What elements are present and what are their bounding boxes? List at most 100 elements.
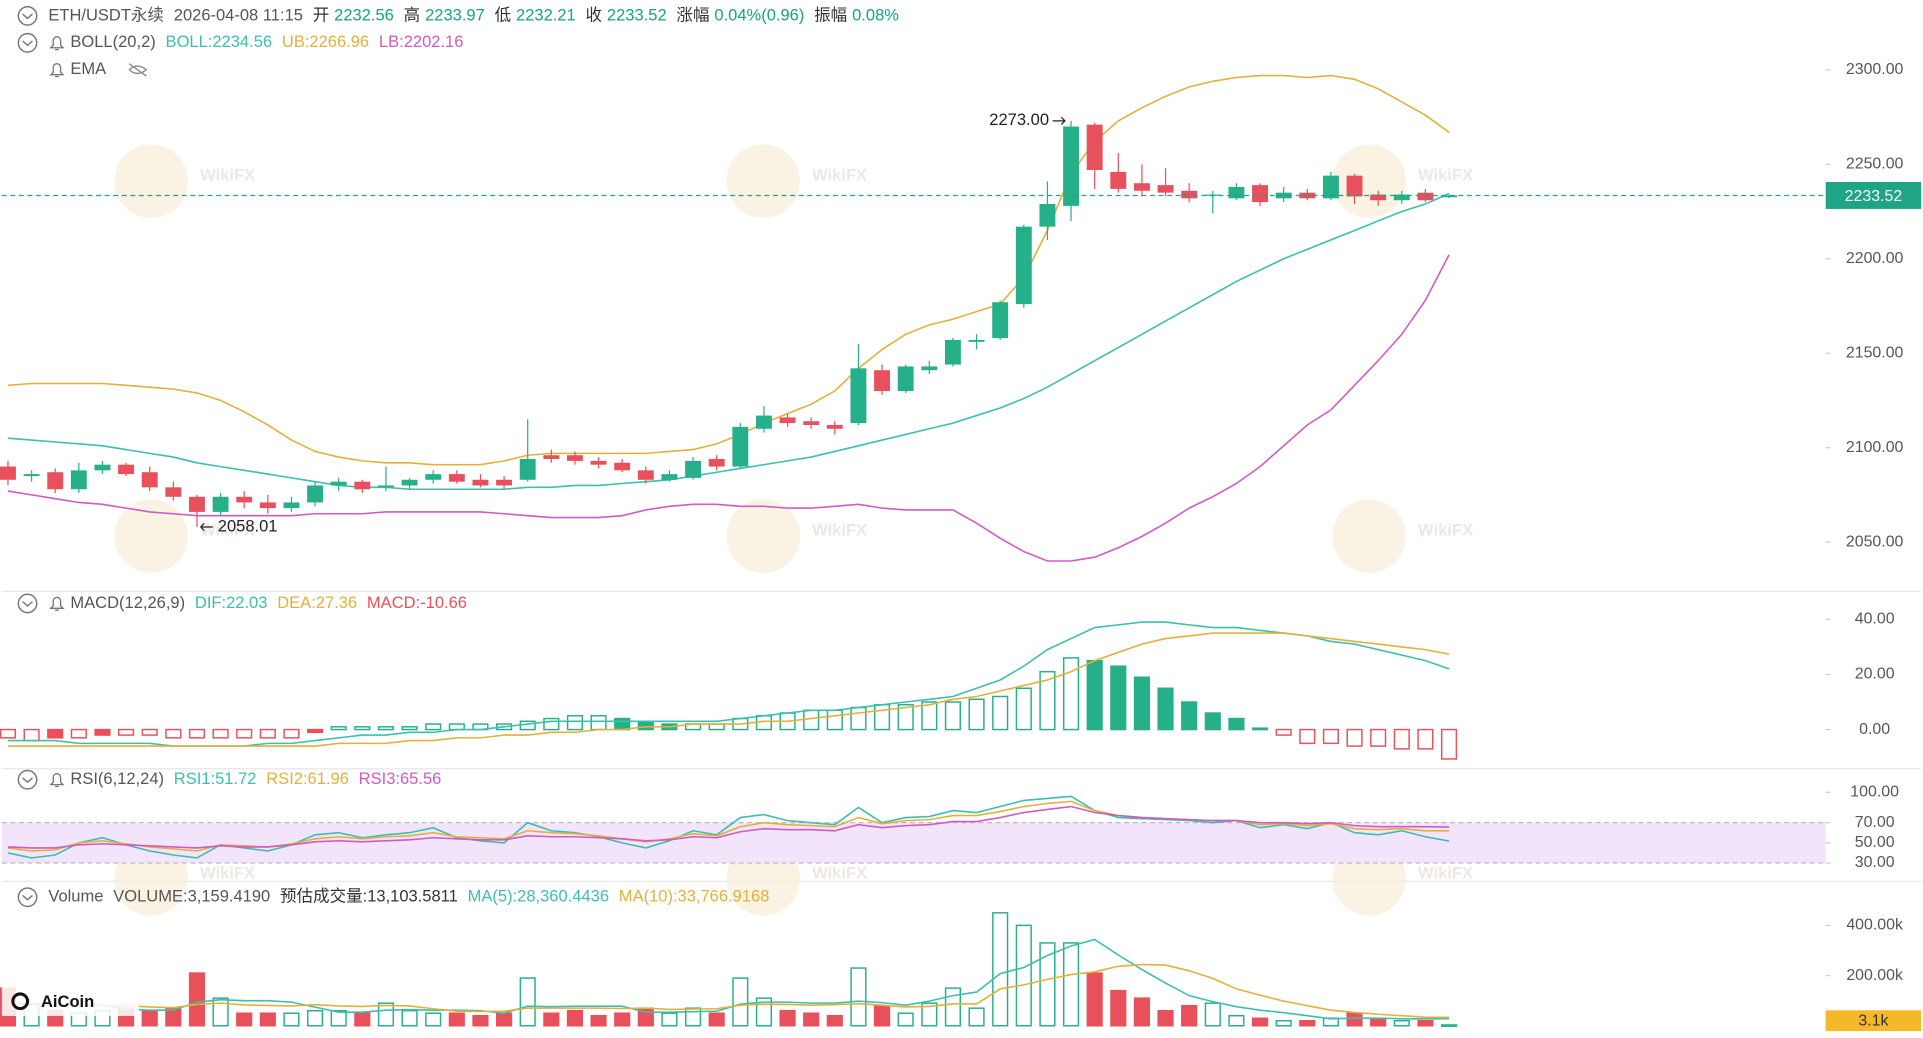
macd-bar xyxy=(590,715,607,731)
volume-bar xyxy=(377,1002,395,1027)
legend-item: RSI3:65.56 xyxy=(359,769,442,788)
macd-bar xyxy=(1086,659,1103,731)
volume-bar xyxy=(283,1012,300,1027)
legend-item: MACD:-10.66 xyxy=(367,593,467,612)
watermark-text: WikiFX xyxy=(1418,166,1473,185)
macd-bar xyxy=(944,701,962,731)
legend-item: LB:2202.16 xyxy=(379,32,463,51)
macd-bar xyxy=(826,709,843,731)
legend-item: 预估成交量:13,103.5811 xyxy=(280,887,458,906)
candle-body xyxy=(1441,195,1457,198)
candle-body xyxy=(897,366,914,391)
macd-bar xyxy=(1157,687,1174,731)
volume-bar xyxy=(661,1012,678,1027)
last-price-tag xyxy=(1825,181,1922,209)
collapse-icon xyxy=(17,5,38,26)
candle-body xyxy=(188,496,205,512)
candle-body xyxy=(1228,186,1245,199)
watermark-text: WikiFX xyxy=(1418,521,1473,540)
macd-bar xyxy=(306,728,324,734)
volume-bar xyxy=(590,1014,607,1027)
volume-bar xyxy=(1062,942,1080,1027)
legend-item: 收 xyxy=(586,5,603,24)
macd-bar xyxy=(1181,701,1198,731)
legend-item: Volume xyxy=(48,887,103,906)
candle-body xyxy=(212,496,229,512)
legend-item: 0.04%(0.96) xyxy=(714,5,804,24)
volume-bar xyxy=(236,1012,253,1027)
volume-bar xyxy=(543,1012,560,1027)
macd-bar xyxy=(1110,665,1127,731)
watermark-logo xyxy=(114,144,188,218)
candle-body xyxy=(614,462,631,471)
candle-body xyxy=(377,485,394,488)
volume-bar xyxy=(1110,989,1127,1027)
candle-body xyxy=(23,474,40,476)
legend-item: RSI1:51.72 xyxy=(174,769,257,788)
rsi-band xyxy=(1,822,1826,864)
legend-item: 2232.21 xyxy=(516,5,576,24)
macd-bar xyxy=(1299,728,1316,745)
macd-bar xyxy=(637,720,654,731)
volume-bar xyxy=(495,1012,513,1027)
collapse-icon xyxy=(22,40,33,47)
volume-bar xyxy=(873,1004,891,1027)
volume-bar xyxy=(425,1012,442,1027)
watermark-logo xyxy=(1332,144,1406,218)
watermark-text: WikiFX xyxy=(812,166,867,185)
y-tick-label: 2200.00 xyxy=(1846,250,1904,267)
macd-bar xyxy=(1417,728,1434,750)
legend-item: DIF:22.03 xyxy=(195,593,268,612)
macd-bar xyxy=(94,728,111,736)
watermark-text: WikiFX xyxy=(812,863,867,882)
candle-body xyxy=(70,470,87,490)
volume-bar xyxy=(1251,1017,1269,1027)
arrow xyxy=(1052,116,1066,125)
legend-item: 2026-04-08 11:15 xyxy=(174,5,303,24)
volume-bar xyxy=(188,972,206,1027)
collapse-icon xyxy=(22,601,33,607)
rsi-line xyxy=(7,795,1450,859)
volume-bar xyxy=(992,912,1009,1027)
candle-body xyxy=(330,481,347,486)
macd-bar xyxy=(330,726,347,731)
macd-bar xyxy=(1275,728,1292,736)
volume-bar xyxy=(944,987,962,1027)
candle-body xyxy=(921,366,938,371)
volume-bar xyxy=(448,1012,465,1027)
collapse-icon xyxy=(22,777,33,784)
volume-bar xyxy=(354,1012,371,1027)
legend-item: MA(10):33,766.9168 xyxy=(619,887,770,906)
high-label: 2273.00 xyxy=(989,110,1049,129)
legend-item: EMA xyxy=(70,59,106,78)
y-tick-label: 2300.00 xyxy=(1846,61,1904,78)
macd-bar xyxy=(1062,657,1080,731)
watermark-logo xyxy=(726,499,800,573)
macd-bar xyxy=(1440,728,1458,760)
volume-bar xyxy=(826,1014,843,1027)
volume-bar xyxy=(897,1012,914,1027)
candle-body xyxy=(448,474,465,482)
volume-bar xyxy=(401,1009,418,1027)
volume-bar xyxy=(921,1002,938,1027)
collapse-icon xyxy=(17,593,38,614)
macd-bar xyxy=(921,701,938,731)
y-tick-label: 2100.00 xyxy=(1846,439,1904,456)
candle-body xyxy=(1086,124,1103,170)
legend-item: RSI2:61.96 xyxy=(266,769,349,788)
candle-body xyxy=(519,458,536,480)
candle-body xyxy=(590,460,607,465)
volume-bar xyxy=(330,1009,347,1027)
macd-bar xyxy=(992,695,1009,731)
volume-bar xyxy=(259,1012,276,1027)
macd-bar xyxy=(1370,728,1387,747)
macd-bar xyxy=(968,698,985,731)
macd-bar xyxy=(70,728,87,739)
y-tick-label: 20.00 xyxy=(1855,666,1895,683)
candle-body xyxy=(354,481,371,490)
y-tick-label: 30.00 xyxy=(1855,854,1895,871)
macd-bar xyxy=(188,728,206,739)
volume-bar xyxy=(519,977,536,1027)
candle-body xyxy=(141,472,158,488)
macd-line xyxy=(7,632,1450,747)
